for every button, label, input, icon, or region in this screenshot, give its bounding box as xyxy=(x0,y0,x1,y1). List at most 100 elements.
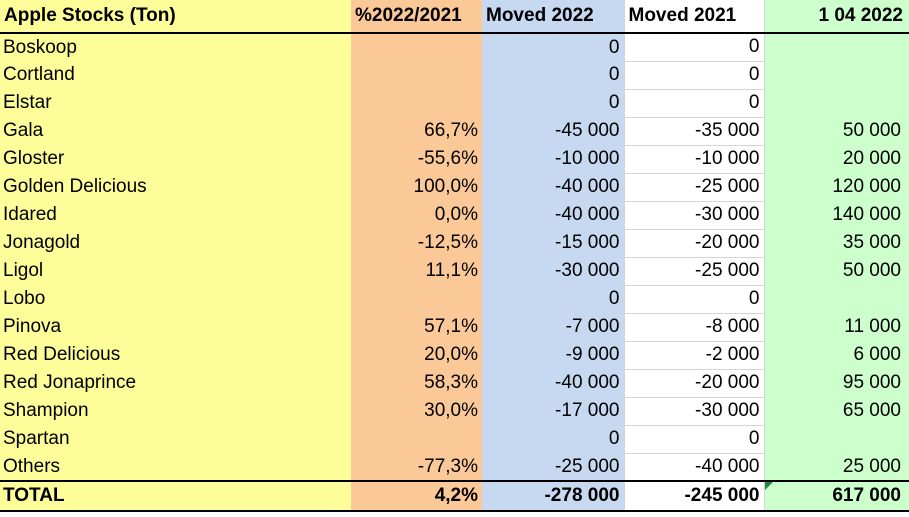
row-cell-moved-2021[interactable]: 0 xyxy=(623,425,765,454)
header-cell-stock-date[interactable]: 1 04 2022 xyxy=(764,0,909,34)
row-cell-stock[interactable]: 95 000 xyxy=(764,369,909,397)
row-cell-name[interactable]: Shampion xyxy=(0,397,351,425)
row-cell-moved-2022[interactable]: -7 000 xyxy=(482,313,624,341)
row-cell-name[interactable]: Golden Delicious xyxy=(0,173,351,201)
row-cell-moved-2022[interactable]: 0 xyxy=(482,33,624,61)
row-cell-stock[interactable] xyxy=(764,425,909,453)
total-cell-pct[interactable]: 4,2% xyxy=(351,480,482,512)
row-cell-stock[interactable]: 25 000 xyxy=(764,453,909,481)
row-cell-moved-2022[interactable]: -45 000 xyxy=(482,117,624,145)
row-cell-name[interactable]: Ligol xyxy=(0,257,351,285)
row-cell-pct[interactable] xyxy=(351,33,482,61)
row-cell-stock[interactable]: 140 000 xyxy=(764,201,909,229)
row-cell-stock[interactable]: 20 000 xyxy=(764,145,909,173)
row-cell-stock[interactable]: 50 000 xyxy=(764,117,909,145)
row-cell-pct[interactable] xyxy=(351,425,482,453)
table-row: Spartan 0 0 xyxy=(0,425,909,454)
row-cell-stock[interactable] xyxy=(764,89,909,117)
row-cell-pct[interactable] xyxy=(351,61,482,89)
row-cell-pct[interactable]: 57,1% xyxy=(351,313,482,341)
header-cell-pct[interactable]: %2022/2021 xyxy=(351,0,482,34)
row-cell-name[interactable]: Gala xyxy=(0,117,351,145)
row-cell-pct[interactable]: -77,3% xyxy=(351,453,482,481)
row-cell-name[interactable]: Pinova xyxy=(0,313,351,341)
row-cell-name[interactable]: Others xyxy=(0,453,351,481)
row-cell-moved-2021[interactable]: -40 000 xyxy=(623,453,765,482)
row-cell-pct[interactable]: 11,1% xyxy=(351,257,482,285)
row-cell-moved-2022[interactable]: -25 000 xyxy=(482,453,624,481)
row-cell-name[interactable]: Idared xyxy=(0,201,351,229)
error-indicator-icon xyxy=(764,483,773,490)
row-cell-moved-2021[interactable]: -10 000 xyxy=(623,145,765,174)
row-cell-name[interactable]: Elstar xyxy=(0,89,351,117)
row-cell-name[interactable]: Gloster xyxy=(0,145,351,173)
row-cell-stock[interactable] xyxy=(764,61,909,89)
row-cell-pct[interactable]: 20,0% xyxy=(351,341,482,369)
row-cell-pct[interactable]: -55,6% xyxy=(351,145,482,173)
row-cell-moved-2021[interactable]: -30 000 xyxy=(623,397,765,426)
row-cell-moved-2021[interactable]: -20 000 xyxy=(623,229,765,258)
table-row: Red Jonaprince 58,3% -40 000 -20 000 95 000 xyxy=(0,369,909,398)
row-cell-pct[interactable]: 66,7% xyxy=(351,117,482,145)
row-cell-moved-2022[interactable]: -10 000 xyxy=(482,145,624,173)
row-cell-moved-2022[interactable]: -40 000 xyxy=(482,369,624,397)
row-cell-moved-2021[interactable]: -30 000 xyxy=(623,201,765,230)
table-row: Lobo 0 0 xyxy=(0,285,909,314)
row-cell-moved-2021[interactable]: 0 xyxy=(623,61,765,90)
row-cell-pct[interactable]: 100,0% xyxy=(351,173,482,201)
row-cell-pct[interactable]: -12,5% xyxy=(351,229,482,257)
total-cell-stock[interactable]: 617 000 xyxy=(764,480,909,512)
row-cell-name[interactable]: Spartan xyxy=(0,425,351,453)
row-cell-moved-2021[interactable]: 0 xyxy=(623,285,765,314)
header-cell-moved-2022[interactable]: Moved 2022 xyxy=(482,0,624,34)
total-cell-name[interactable]: TOTAL xyxy=(0,480,351,512)
row-cell-moved-2022[interactable]: 0 xyxy=(482,61,624,89)
row-cell-pct[interactable] xyxy=(351,285,482,313)
row-cell-name[interactable]: Cortland xyxy=(0,61,351,89)
row-cell-pct[interactable]: 58,3% xyxy=(351,369,482,397)
row-cell-moved-2022[interactable]: 0 xyxy=(482,285,624,313)
row-cell-moved-2022[interactable]: 0 xyxy=(482,89,624,117)
row-cell-moved-2021[interactable]: -35 000 xyxy=(623,117,765,146)
row-cell-moved-2021[interactable]: -20 000 xyxy=(623,369,765,398)
row-cell-stock[interactable]: 11 000 xyxy=(764,313,909,341)
row-cell-moved-2021[interactable]: -25 000 xyxy=(623,257,765,286)
row-cell-moved-2022[interactable]: -17 000 xyxy=(482,397,624,425)
header-row: Apple Stocks (Ton) %2022/2021 Moved 2022… xyxy=(0,0,909,34)
header-cell-name[interactable]: Apple Stocks (Ton) xyxy=(0,0,351,34)
row-cell-moved-2022[interactable]: -15 000 xyxy=(482,229,624,257)
row-cell-moved-2021[interactable]: -2 000 xyxy=(623,341,765,370)
row-cell-name[interactable]: Lobo xyxy=(0,285,351,313)
row-cell-moved-2022[interactable]: -40 000 xyxy=(482,201,624,229)
row-cell-stock[interactable]: 35 000 xyxy=(764,229,909,257)
row-cell-stock[interactable] xyxy=(764,285,909,313)
total-cell-moved-2022[interactable]: -278 000 xyxy=(482,480,624,512)
row-cell-moved-2022[interactable]: -30 000 xyxy=(482,257,624,285)
table-row: Others -77,3% -25 000 -40 000 25 000 xyxy=(0,453,909,482)
row-cell-stock[interactable]: 50 000 xyxy=(764,257,909,285)
total-row: TOTAL 4,2% -278 000 -245 000 617 000 xyxy=(0,480,909,512)
row-cell-moved-2022[interactable]: 0 xyxy=(482,425,624,453)
row-cell-name[interactable]: Red Jonaprince xyxy=(0,369,351,397)
row-cell-stock[interactable]: 6 000 xyxy=(764,341,909,369)
row-cell-pct[interactable]: 0,0% xyxy=(351,201,482,229)
row-cell-moved-2021[interactable]: -8 000 xyxy=(623,313,765,342)
row-cell-pct[interactable] xyxy=(351,89,482,117)
row-cell-name[interactable]: Boskoop xyxy=(0,33,351,61)
row-cell-moved-2022[interactable]: -9 000 xyxy=(482,341,624,369)
row-cell-moved-2021[interactable]: -25 000 xyxy=(623,173,765,202)
row-cell-pct[interactable]: 30,0% xyxy=(351,397,482,425)
row-cell-name[interactable]: Jonagold xyxy=(0,229,351,257)
total-cell-moved-2021[interactable]: -245 000 xyxy=(623,480,765,512)
row-cell-moved-2021[interactable]: 0 xyxy=(623,89,765,118)
table-body: Boskoop 0 0 Cortland 0 0 Elstar 0 0 Gala 66,7% -45 … xyxy=(0,33,909,482)
row-cell-name[interactable]: Red Delicious xyxy=(0,341,351,369)
row-cell-stock[interactable]: 65 000 xyxy=(764,397,909,425)
row-cell-moved-2022[interactable]: -40 000 xyxy=(482,173,624,201)
row-cell-moved-2021[interactable]: 0 xyxy=(623,33,765,62)
row-cell-stock[interactable] xyxy=(764,33,909,61)
row-cell-stock[interactable]: 120 000 xyxy=(764,173,909,201)
header-cell-moved-2021[interactable]: Moved 2021 xyxy=(623,0,765,34)
table-row: Gloster -55,6% -10 000 -10 000 20 000 xyxy=(0,145,909,174)
